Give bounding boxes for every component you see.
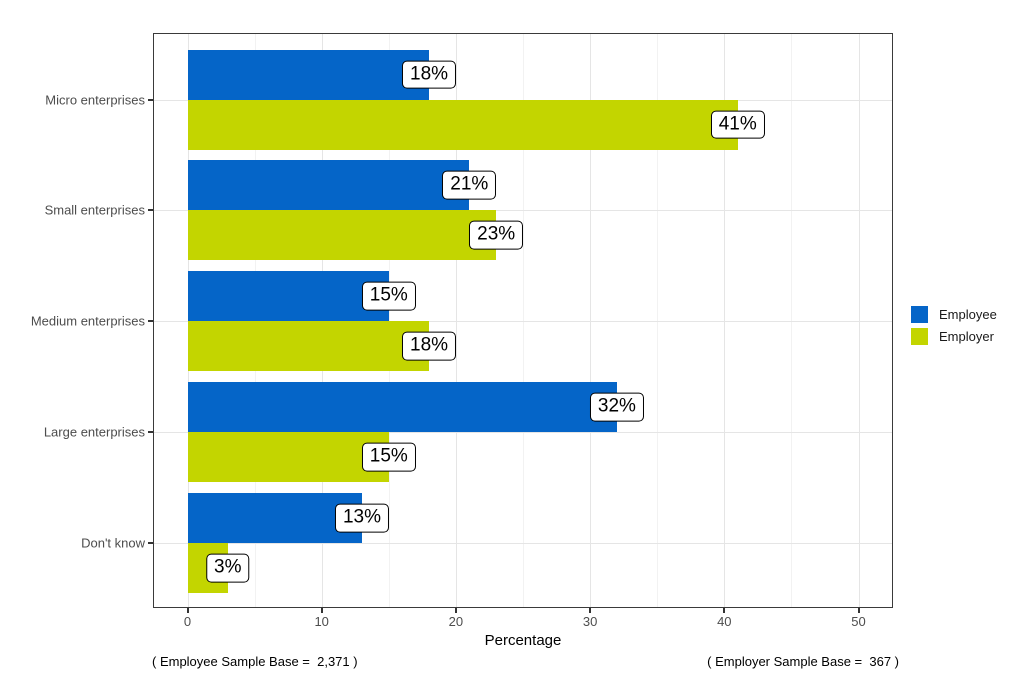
gridline-major-horizontal (154, 210, 892, 212)
y-tick-mark (148, 542, 153, 545)
bar-employer-micro-enterprises (187, 99, 738, 150)
y-axis-label-medium-enterprises: Medium enterprises (30, 313, 145, 329)
x-tick-mark (186, 608, 189, 613)
bar-label-employer-micro-enterprises: 41% (710, 110, 765, 139)
y-tick-mark (148, 320, 153, 323)
bar-employee-small-enterprises (187, 160, 470, 211)
bar-employer-large-enterprises (187, 432, 389, 483)
bar-label-employer-small-enterprises: 23% (469, 221, 524, 250)
gridline-minor-vertical (791, 34, 793, 607)
legend: Employee Employer (911, 306, 997, 350)
bar-label-employee-don-t-know: 13% (334, 503, 389, 533)
gridline-major-horizontal (154, 432, 892, 434)
x-tick-mark (589, 608, 592, 613)
bar-employer-small-enterprises (187, 210, 497, 261)
plot-panel: 18% 41% 21% 23% 15% 18% 32% 15% 13% 3% (153, 33, 893, 608)
x-tick-mark (857, 608, 860, 613)
footnote-employer-sample-base: ( Employer Sample Base = 367 ) (707, 654, 899, 669)
y-axis-label-don-t-know: Don't know (81, 535, 145, 551)
legend-item-employee: Employee (911, 306, 997, 323)
bar-label-employer-large-enterprises: 15% (361, 442, 416, 472)
x-tick-label-0: 0 (183, 614, 192, 629)
bar-employee-medium-enterprises (187, 271, 389, 322)
gridline-major-vertical (724, 34, 726, 607)
gridline-major-vertical (455, 34, 457, 607)
gridline-minor-vertical (523, 34, 524, 607)
gridline-minor-vertical (388, 34, 390, 607)
x-tick-label-30: 30 (582, 614, 598, 629)
bar-employee-micro-enterprises (187, 49, 430, 100)
legend-label-employer: Employer (939, 329, 994, 344)
legend-item-employer: Employer (911, 328, 997, 345)
x-tick-label-40: 40 (717, 614, 732, 629)
x-axis-title: Percentage (484, 632, 562, 649)
x-tick-label-10: 10 (314, 614, 329, 629)
legend-key-employer (911, 328, 928, 345)
bar-employer-medium-enterprises (187, 321, 430, 372)
x-tick-mark (723, 608, 726, 613)
bar-label-employee-micro-enterprises: 18% (402, 60, 457, 89)
x-tick-label-50: 50 (851, 614, 866, 629)
gridline-major-horizontal (154, 321, 892, 323)
legend-label-employee: Employee (939, 307, 997, 322)
bar-label-employee-medium-enterprises: 15% (361, 282, 416, 311)
bar-employee-large-enterprises (187, 382, 617, 433)
x-tick-mark (320, 608, 323, 613)
footnote-employee-sample-base: ( Employee Sample Base = 2,371 ) (152, 654, 358, 669)
gridline-major-vertical (858, 34, 860, 607)
y-axis-label-large-enterprises: Large enterprises (43, 424, 145, 440)
y-axis-label-small-enterprises: Small enterprises (44, 202, 145, 218)
y-axis-label-micro-enterprises: Micro enterprises (45, 92, 145, 107)
x-tick-label-20: 20 (448, 614, 464, 629)
bar-label-employer-medium-enterprises: 18% (402, 332, 457, 361)
gridline-major-horizontal (154, 543, 892, 545)
bar-label-employer-don-t-know: 3% (206, 553, 250, 583)
y-tick-mark (148, 431, 153, 434)
gridline-minor-vertical (657, 34, 659, 607)
bar-label-employee-large-enterprises: 32% (589, 392, 644, 422)
bar-label-employee-small-enterprises: 21% (442, 171, 497, 200)
y-tick-mark (148, 209, 153, 212)
x-tick-mark (454, 608, 457, 613)
gridline-major-vertical (590, 34, 592, 607)
y-tick-mark (148, 98, 153, 101)
legend-key-employee (911, 306, 928, 323)
bar-employee-don-t-know (187, 493, 362, 544)
